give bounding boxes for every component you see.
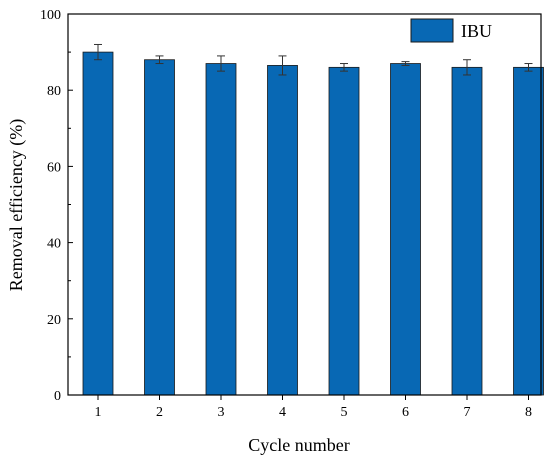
x-tick-label-8: 8 (525, 405, 532, 420)
bar-cycle-5 (328, 66, 360, 396)
bar-cycle-4 (267, 65, 298, 396)
bar-cycle-6 (390, 63, 421, 396)
error-bars-group (94, 43, 533, 76)
axes-group: 0 20 40 60 80 100 1 2 3 4 5 6 7 8 (40, 8, 542, 420)
bar-cycle-1 (82, 51, 114, 396)
y-tick-label-60: 60 (47, 160, 61, 175)
bar-cycle-3 (205, 63, 237, 396)
x-tick-label-6: 6 (402, 405, 409, 420)
x-tick-label-4: 4 (279, 405, 286, 420)
x-tick-label-2: 2 (156, 405, 163, 420)
x-tick-label-7: 7 (464, 405, 471, 420)
x-tick-label-5: 5 (341, 405, 348, 420)
y-tick-label-40: 40 (47, 237, 61, 252)
bars-group (82, 51, 544, 396)
bar-cycle-8 (513, 66, 544, 396)
legend-swatch (410, 18, 454, 43)
x-tick-label-3: 3 (218, 405, 225, 420)
bar-cycle-7 (451, 66, 483, 396)
y-tick-label-80: 80 (47, 84, 61, 99)
y-axis-title: Removal efficiency (%) (6, 119, 27, 292)
x-axis-title: Cycle number (248, 435, 349, 455)
bar-cycle-2 (144, 59, 175, 396)
y-tick-label-0: 0 (54, 389, 61, 404)
x-tick-label-1: 1 (95, 405, 102, 420)
legend: IBU (410, 18, 492, 43)
y-tick-label-100: 100 (40, 8, 61, 23)
y-tick-label-20: 20 (47, 313, 61, 328)
legend-label: IBU (461, 21, 492, 41)
